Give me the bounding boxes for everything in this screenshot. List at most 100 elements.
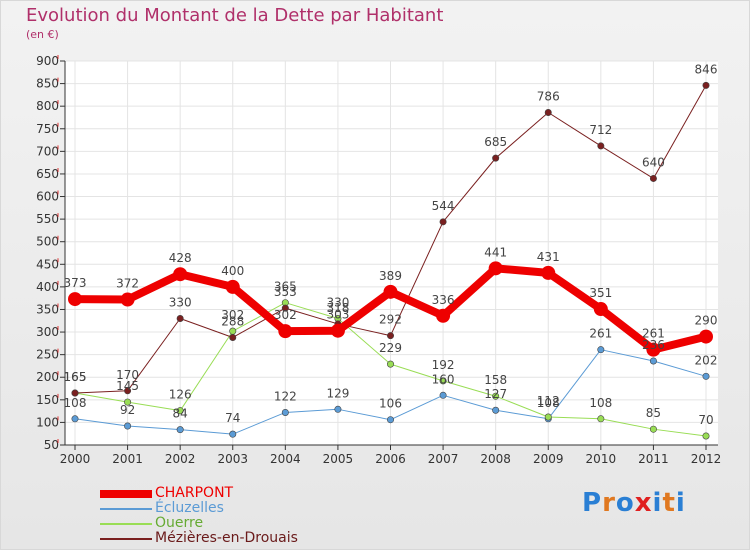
data-point [124,398,132,406]
data-label: 846 [695,62,718,76]
data-point [597,346,605,354]
data-point [649,357,657,365]
y-tick-label: 300 [36,325,59,339]
y-tick-label: 250 [36,348,59,362]
legend-label: Ouerre [155,515,204,531]
x-tick-label: 2009 [533,452,564,466]
legend-swatch [100,538,152,540]
data-point [436,308,451,323]
y-tick-label: 100 [36,415,59,429]
data-point [383,284,398,299]
data-point [71,389,79,397]
data-point [593,302,608,317]
data-label: 318 [326,301,349,315]
x-tick-label: 2002 [165,452,196,466]
data-point [488,261,503,276]
y-tick-label: 450 [36,257,59,271]
legend-swatch [100,508,152,510]
logo-letter: P [582,488,603,518]
y-tick-label: 650 [36,167,59,181]
data-point [492,392,500,400]
data-point [334,405,342,413]
data-label: 302 [274,308,297,322]
data-point [229,327,237,335]
legend-swatch [100,523,152,525]
logo-letter: o [615,488,635,518]
data-point [281,304,289,312]
x-tick-label: 2012 [691,452,722,466]
data-point [330,323,345,338]
data-point [124,422,132,430]
data-label: 129 [326,386,349,400]
data-point [702,372,710,380]
data-label: 330 [326,296,349,310]
data-point [176,426,184,434]
data-point [649,425,657,433]
data-label: 365 [274,280,297,294]
data-label: 229 [379,341,402,355]
data-point [173,267,188,282]
y-tick-label: 350 [36,302,59,316]
x-tick-label: 2011 [638,452,669,466]
y-tick-label: 550 [36,212,59,226]
x-tick-label: 2000 [60,452,91,466]
data-point [386,360,394,368]
data-point [702,81,710,89]
data-label: 330 [169,296,192,310]
data-label: 400 [221,264,244,278]
data-label: 236 [642,338,665,352]
data-label: 786 [537,90,560,104]
data-point [225,279,240,294]
data-label: 85 [646,406,661,420]
y-tick-label: 150 [36,393,59,407]
logo-letter: i [652,488,663,518]
data-label: 303 [326,308,349,322]
data-label: 544 [432,199,455,213]
data-point [278,324,293,339]
data-point [544,413,552,421]
data-label: 170 [116,368,139,382]
data-label: 112 [537,394,560,408]
data-label: 106 [379,397,402,411]
x-tick-label: 2005 [323,452,354,466]
data-label: 127 [484,387,507,401]
data-label: 373 [64,276,87,290]
data-point [176,315,184,323]
data-point [439,218,447,226]
chart-title: Evolution du Montant de la Dette par Hab… [26,5,444,26]
logo-letter: i [675,488,686,518]
data-point [229,333,237,341]
data-label: 640 [642,155,665,169]
x-tick-label: 2006 [375,452,406,466]
y-tick-label: 400 [36,280,59,294]
data-point [541,265,556,280]
y-tick-label: 850 [36,77,59,91]
y-tick-label: 900 [36,54,59,68]
data-label: 165 [64,370,87,384]
data-point [492,406,500,414]
y-tick-label: 800 [36,99,59,113]
proxiti-logo: Proxiti [582,488,686,518]
data-label: 372 [116,277,139,291]
data-label: 302 [221,308,244,322]
logo-letter: x [634,488,653,518]
data-label: 336 [432,293,455,307]
logo-letter: t [662,488,676,518]
data-label: 288 [221,314,244,328]
legend-label: Mézières-en-Drouais [155,530,298,546]
data-point [492,154,500,162]
data-point [68,292,82,307]
data-label: 202 [695,353,718,367]
data-point [120,292,135,307]
data-label: 431 [537,250,560,264]
data-point [386,416,394,424]
x-tick-label: 2010 [586,452,617,466]
data-label: 261 [589,327,612,341]
data-label: 108 [537,396,560,410]
data-point [699,329,713,344]
data-label: 353 [274,285,297,299]
data-label: 712 [589,123,612,137]
data-label: 428 [169,251,192,265]
data-label: 108 [589,396,612,410]
data-label: 389 [379,269,402,283]
